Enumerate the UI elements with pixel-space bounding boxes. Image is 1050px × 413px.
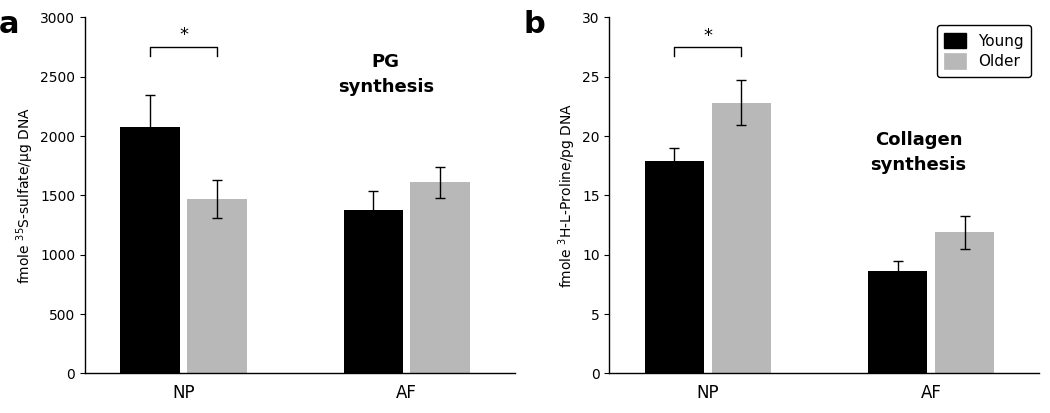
Y-axis label: fmole $^{35}$S-sulfate/μg DNA: fmole $^{35}$S-sulfate/μg DNA <box>15 107 36 284</box>
Bar <box>712 103 771 373</box>
Bar <box>121 127 180 373</box>
Legend: Young, Older: Young, Older <box>937 25 1031 77</box>
Bar <box>934 232 994 373</box>
Bar <box>868 271 927 373</box>
Text: PG
synthesis: PG synthesis <box>338 53 434 96</box>
Bar <box>645 161 705 373</box>
Text: b: b <box>524 10 545 39</box>
Text: *: * <box>180 26 188 44</box>
Bar <box>411 183 470 373</box>
Bar <box>187 199 247 373</box>
Bar <box>343 210 403 373</box>
Y-axis label: fmole $^{3}$H-L-Proline/pg DNA: fmole $^{3}$H-L-Proline/pg DNA <box>556 103 578 288</box>
Text: *: * <box>704 27 713 45</box>
Text: a: a <box>0 10 20 39</box>
Text: Collagen
synthesis: Collagen synthesis <box>870 131 967 174</box>
